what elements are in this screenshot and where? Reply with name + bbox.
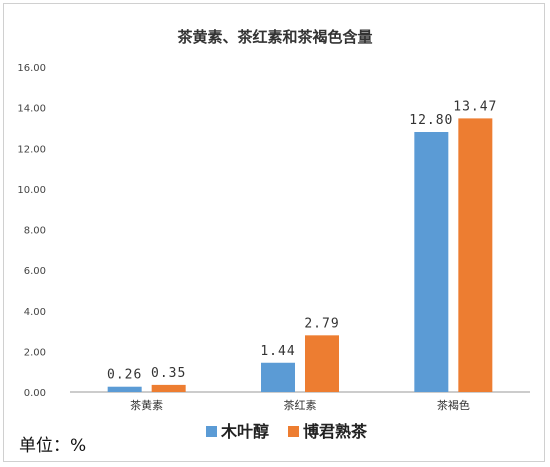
bar-series-1 [261,362,295,392]
y-tick-label: 4.00 [24,307,46,318]
unit-note: 单位：% [19,436,86,456]
y-axis: 0.00 2.00 4.00 6.00 8.00 10.00 12.00 14.00 16.00 [17,63,46,399]
category-label: 茶红素 [284,399,317,412]
chart-frame: 茶黄素、茶红素和茶褐色含量 0.00 2.00 4.00 6.00 8.00 10.00 1… [3,3,545,462]
legend: 木叶醇 博君熟茶 [206,422,368,441]
y-tick-label: 14.00 [17,104,46,115]
bar-series-1 [414,132,449,392]
legend-swatch [288,426,299,437]
y-tick-label: 6.00 [24,266,46,277]
bar-series-1 [107,386,142,392]
y-tick-label: 12.00 [17,144,46,155]
data-label: 0.35 [151,366,186,381]
category-label: 茶褐色 [437,398,470,412]
category-labels: 茶黄素 茶红素 茶褐色 [130,398,470,412]
chart-svg: 茶黄素、茶红素和茶褐色含量 0.00 2.00 4.00 6.00 8.00 10.00 1… [17,28,530,456]
y-tick-label: 0.00 [24,388,46,399]
data-label: 2.79 [304,316,339,331]
chart-title: 茶黄素、茶红素和茶褐色含量 [177,28,372,46]
bar-series-2 [458,118,493,392]
data-label: 0.26 [107,368,142,383]
bar-series-2 [305,335,339,392]
y-tick-label: 8.00 [24,226,46,237]
legend-swatch [206,426,217,437]
legend-label: 木叶醇 [220,422,269,441]
y-tick-label: 16.00 [17,63,46,74]
y-tick-label: 10.00 [17,185,46,196]
bar-series-2 [151,384,186,392]
data-label: 12.80 [409,113,453,128]
data-label: 1.44 [260,344,295,359]
legend-label: 博君熟茶 [303,422,368,441]
category-label: 茶黄素 [130,398,163,412]
data-label: 13.47 [453,99,497,114]
y-tick-label: 2.00 [24,347,46,358]
